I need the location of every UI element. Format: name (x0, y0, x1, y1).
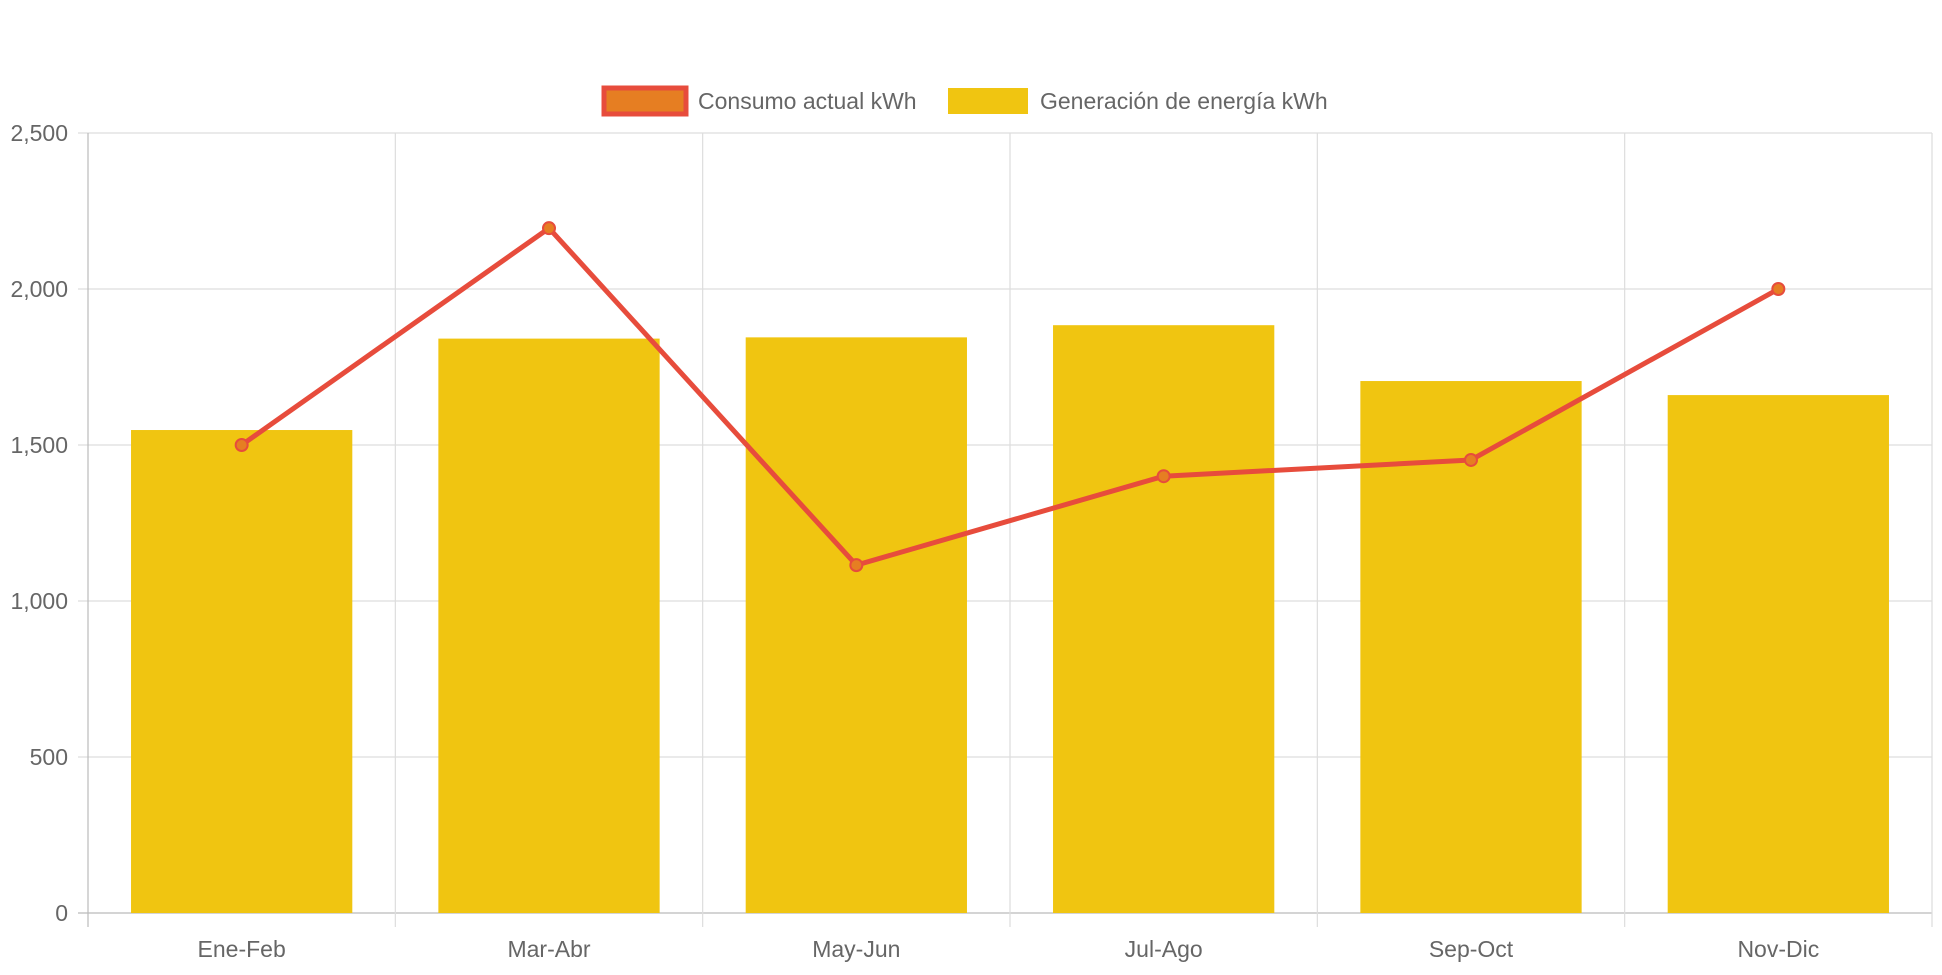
consumption-line (239, 225, 1781, 568)
legend-item-consumo[interactable]: Consumo actual kWh (601, 85, 917, 117)
x-tick-label: Sep-Oct (1429, 936, 1514, 962)
legend-label: Generación de energía kWh (1040, 88, 1328, 114)
bar-mar-abr[interactable] (438, 338, 660, 913)
legend-item-generacion[interactable]: Generación de energía kWh (948, 88, 1328, 114)
y-tick-label: 500 (30, 744, 68, 770)
line-point-may-jun[interactable] (849, 558, 864, 573)
line-series (234, 221, 1786, 573)
line-point-ene-feb[interactable] (234, 438, 249, 452)
line-point-mar-abr[interactable] (542, 221, 556, 236)
bar-may-jun[interactable] (745, 337, 967, 913)
x-tick-label: Jul-Ago (1125, 936, 1203, 962)
y-tick-label: 2,500 (10, 120, 68, 146)
x-tick-label: Ene-Feb (198, 936, 286, 962)
bar-series (131, 325, 1889, 914)
y-tick-label: 2,000 (10, 276, 68, 302)
y-tick-label: 0 (55, 900, 68, 926)
line-point-sep-oct[interactable] (1464, 452, 1478, 467)
axes: 0 500 1,000 1,500 2,000 2,500 Ene-Feb Mar-Abr Ma… (10, 120, 1819, 962)
bar-nov-dic[interactable] (1667, 395, 1889, 914)
x-tick-label: May-Jun (812, 936, 900, 962)
bar-ene-feb[interactable] (131, 430, 353, 913)
legend-swatch-bar (948, 88, 1028, 114)
bar-jul-ago[interactable] (1053, 325, 1275, 913)
line-point-nov-dic[interactable] (1771, 282, 1786, 296)
y-tick-label: 1,000 (10, 588, 68, 614)
legend-label: Consumo actual kWh (698, 88, 917, 114)
grid-lines (78, 132, 1933, 927)
y-tick-label: 1,500 (10, 432, 68, 458)
legend[interactable]: Consumo actual kWh Generación de energía … (601, 85, 1328, 117)
x-tick-label: Nov-Dic (1737, 936, 1819, 962)
line-point-jul-ago[interactable] (1156, 469, 1171, 484)
bar-sep-oct[interactable] (1360, 381, 1582, 913)
x-tick-label: Mar-Abr (507, 936, 590, 962)
legend-swatch-line (601, 85, 689, 117)
